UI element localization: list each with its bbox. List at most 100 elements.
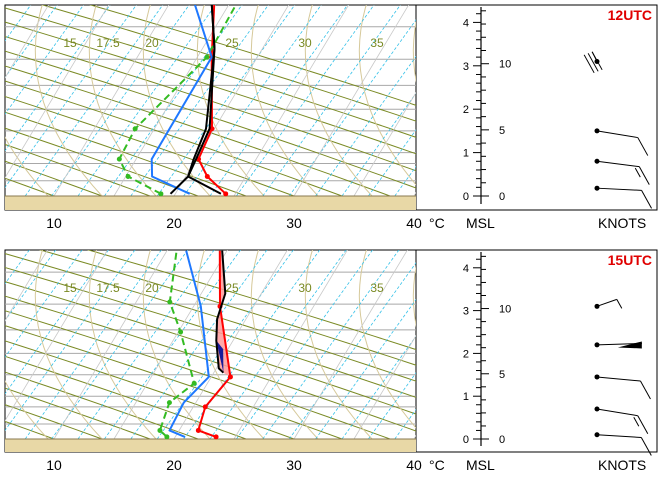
temperature-point <box>223 191 229 197</box>
mixing-ratio-line <box>183 250 321 440</box>
mixing-ratio-line <box>130 5 269 197</box>
x-tick-label: 40 <box>406 215 422 231</box>
mixing-ratio-line <box>5 250 57 322</box>
wind-barb <box>594 432 652 456</box>
mixing-ratio-line <box>5 250 83 358</box>
wind-barb-station <box>594 342 600 348</box>
x-unit-label: °C <box>429 457 445 473</box>
dewpoint-trace <box>118 5 237 195</box>
dry-adiabat <box>5 355 247 440</box>
isotherm-label: 17.5 <box>96 36 120 50</box>
mixing-ratio-line <box>262 250 400 440</box>
mixing-ratio-line <box>156 5 296 197</box>
dry-adiabat <box>5 127 199 197</box>
kft-tick-label: 5 <box>499 369 505 381</box>
wind-barb-staff <box>596 376 641 382</box>
dry-adiabat <box>5 21 416 155</box>
isotherm-label: 20 <box>145 36 159 50</box>
isotherm-label: 17.5 <box>96 281 120 295</box>
wind-barb-station <box>594 406 600 412</box>
mixing-ratio-line <box>341 92 416 197</box>
mixing-ratio-line <box>51 250 189 440</box>
wind-barb-half-flag <box>634 167 641 178</box>
dewpoint-point <box>167 299 173 305</box>
wind-barb-station <box>594 374 600 380</box>
mixing-ratio-line <box>288 262 416 440</box>
wind-barb <box>583 51 603 74</box>
mixing-ratio-line <box>5 250 136 432</box>
mixing-ratio-line <box>288 19 416 197</box>
wind-barb-staff <box>596 298 617 307</box>
dry-adiabat <box>5 35 416 172</box>
temperature-point <box>195 427 201 433</box>
km-tick-label: 4 <box>463 17 469 29</box>
wind-barb-flag <box>638 166 650 185</box>
parcel-trace-surface <box>169 5 216 195</box>
dewpoint-point <box>191 380 197 386</box>
dry-adiabat <box>5 295 416 432</box>
mixing-ratio-line <box>5 250 30 285</box>
dry-adiabat <box>5 50 416 189</box>
dry-adiabat <box>86 250 416 351</box>
dewpoint-point <box>157 427 163 433</box>
dewpoint-point <box>178 329 184 335</box>
virtual-temperature-trace <box>150 5 213 195</box>
km-tick-label: 3 <box>463 306 469 318</box>
isotherm-line <box>233 5 350 197</box>
x-tick-label: 20 <box>166 457 182 473</box>
wind-barb-half-flag <box>616 299 623 309</box>
isotherm-line <box>5 250 108 422</box>
isotherm-line <box>5 5 110 179</box>
ground-strip <box>5 196 416 210</box>
wind-barb-staff <box>596 187 642 191</box>
wind-barb-station <box>594 303 600 309</box>
wind-barb-flag <box>641 190 652 209</box>
isotherm-line <box>5 5 50 79</box>
mixing-ratio-line <box>5 5 58 79</box>
mixing-ratio-line <box>315 298 416 440</box>
dry-adiabat <box>5 340 295 440</box>
wind-barb-station <box>594 128 600 134</box>
wind-frame <box>415 249 658 453</box>
virtual-temperature-trace <box>168 250 210 438</box>
mixing-ratio-line <box>5 5 137 189</box>
height-unit-label: MSL <box>466 215 495 231</box>
dewpoint-point <box>166 400 172 406</box>
skewt-plot-area <box>5 250 416 452</box>
temperature-point <box>204 173 210 179</box>
km-tick-label: 4 <box>463 263 469 275</box>
x-tick-label: 10 <box>46 457 62 473</box>
km-tick-label: 1 <box>463 391 469 403</box>
kft-tick-label: 10 <box>499 304 511 316</box>
isotherm-label: 30 <box>298 281 312 295</box>
km-tick-label: 0 <box>463 191 469 203</box>
wind-barb <box>594 158 650 185</box>
wind-barb-staff <box>596 160 640 168</box>
moist-adiabat <box>5 136 49 197</box>
wind-barb-flag <box>640 437 652 456</box>
wind-frame <box>415 4 658 211</box>
moist-adiabat <box>358 5 416 186</box>
wind-barb-flag <box>637 137 649 156</box>
dewpoint-point <box>164 434 170 440</box>
mixing-ratio-line <box>209 250 347 440</box>
isotherm-line <box>233 250 348 440</box>
isotherm-line <box>293 5 410 197</box>
mixing-ratio-line <box>5 250 109 395</box>
temperature-trace <box>197 250 232 438</box>
isotherm-label: 20 <box>145 281 159 295</box>
moist-adiabat <box>304 5 373 197</box>
mixing-ratio-line <box>51 5 190 197</box>
isotherm-line <box>113 5 230 197</box>
dry-adiabat <box>5 325 343 440</box>
dewpoint-point <box>132 126 138 132</box>
mixing-ratio-line <box>77 250 215 440</box>
mixing-ratio-line <box>5 5 111 152</box>
wind-barb <box>594 374 651 400</box>
kft-tick-label: 0 <box>499 191 505 203</box>
temperature-point <box>213 434 219 440</box>
dry-adiabat <box>5 281 416 415</box>
mixing-ratio-line <box>236 5 375 197</box>
moist-adiabat <box>88 5 157 197</box>
